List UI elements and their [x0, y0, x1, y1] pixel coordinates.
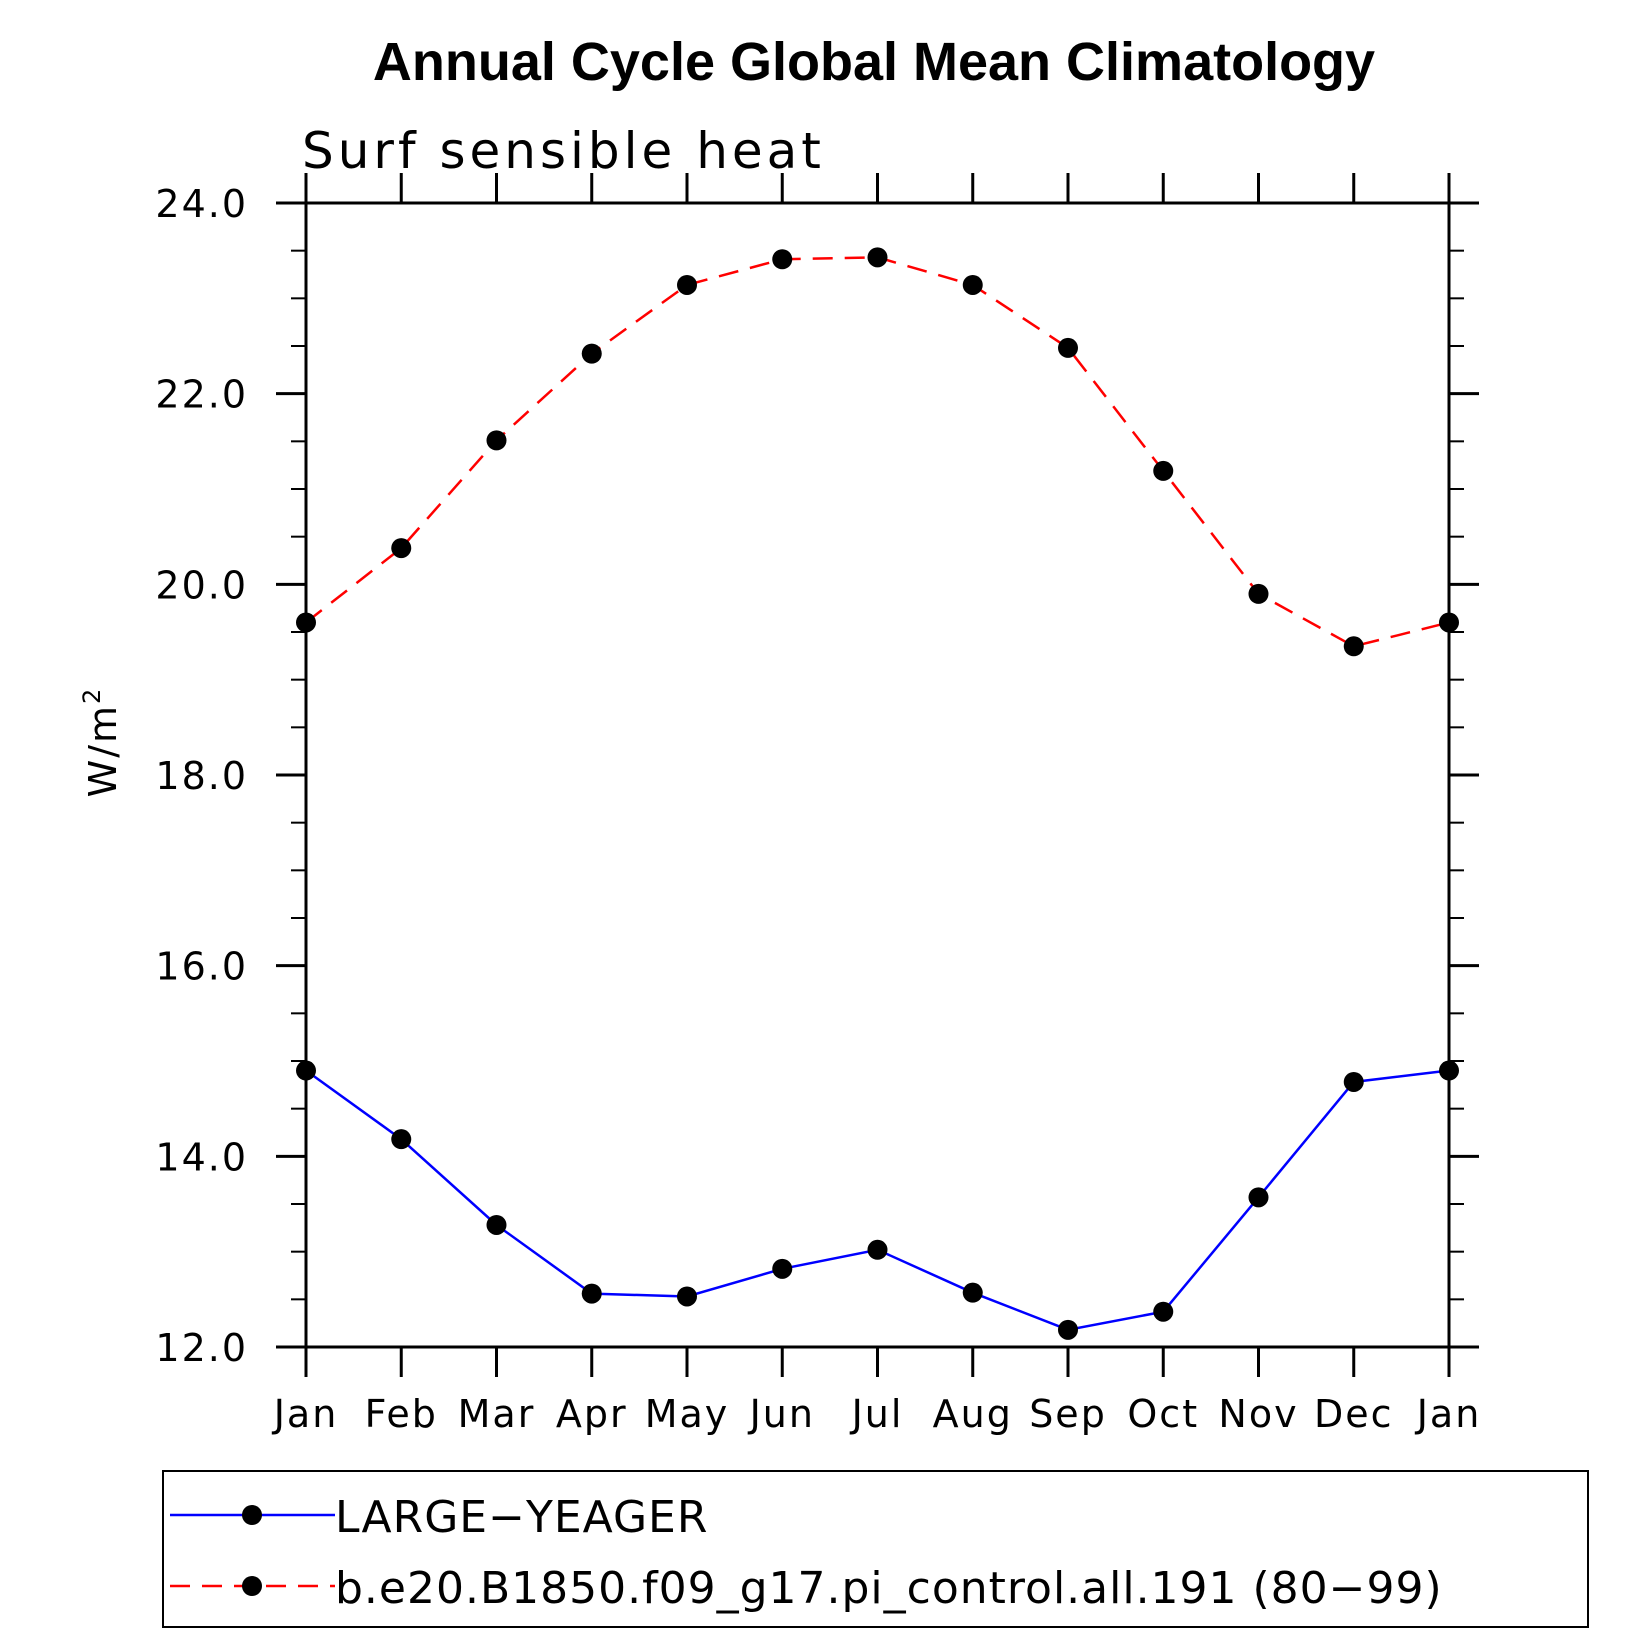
y-tick-label: 14.0	[155, 1135, 248, 1179]
y-tick-label: 16.0	[155, 945, 248, 989]
series-1-point	[1153, 460, 1174, 481]
y-axis-ticks: 12.0 14.0 16.0 18.0 20.0 22.0 24.0	[155, 182, 1479, 1370]
x-tick-label: Jul	[850, 1392, 904, 1436]
series-layer	[296, 247, 1459, 1340]
x-tick-label: Sep	[1029, 1392, 1107, 1436]
series-0-point	[1058, 1319, 1078, 1340]
legend: LARGE−YEAGER b.e20.B1850.f09_g17.pi_cont…	[162, 1470, 1589, 1628]
series-0-point	[677, 1286, 697, 1307]
series-0-point	[772, 1258, 793, 1279]
x-tick-label: Aug	[933, 1392, 1013, 1436]
y-tick-label: 24.0	[155, 182, 248, 226]
legend-marker-large-yeager	[242, 1505, 262, 1525]
series-1-point	[581, 343, 602, 364]
y-axis-label-text: W/m	[81, 704, 125, 797]
x-tick-label: Jan	[1415, 1392, 1482, 1436]
series-1-point	[772, 249, 793, 270]
x-tick-label: Mar	[458, 1392, 536, 1436]
x-tick-label: Jun	[748, 1392, 815, 1436]
series-1-point	[1058, 337, 1078, 358]
y-axis-label: W/m2	[78, 687, 125, 798]
series-0-point	[391, 1129, 412, 1150]
series-line-0	[305, 1069, 1450, 1332]
x-tick-label: Feb	[365, 1392, 438, 1436]
chart-subtitle: Surf sensible heat	[302, 122, 825, 180]
x-tick-label: May	[645, 1392, 730, 1436]
y-tick-label: 20.0	[155, 563, 248, 607]
series-0-point	[867, 1239, 888, 1260]
series-0-point	[962, 1282, 983, 1303]
series-0-point	[486, 1214, 507, 1235]
x-tick-label: Oct	[1127, 1392, 1199, 1436]
series-1-point	[296, 612, 316, 633]
legend-marker-pi-control	[242, 1576, 262, 1596]
x-tick-label: Nov	[1218, 1392, 1298, 1436]
chart-title: Annual Cycle Global Mean Climatology	[373, 32, 1375, 92]
x-tick-label: Apr	[556, 1392, 628, 1436]
series-0-point	[1153, 1301, 1174, 1322]
legend-box	[162, 1470, 1589, 1628]
series-1-point	[677, 274, 697, 295]
series-1-point	[486, 430, 507, 451]
series-0-point	[1343, 1071, 1364, 1092]
y-tick-label: 18.0	[155, 754, 248, 798]
series-1-point	[391, 538, 412, 559]
series-0-point	[1439, 1060, 1459, 1081]
series-1-point	[1343, 636, 1364, 657]
x-axis-ticks: Jan Feb Mar Apr May Jun Jul Aug Sep Oct Nov Dec Jan	[272, 173, 1482, 1436]
svg-text:W/m2: W/m2	[78, 687, 125, 798]
y-tick-label: 22.0	[155, 373, 248, 417]
series-0-point	[581, 1283, 602, 1304]
series-1-point	[1439, 612, 1459, 633]
series-1-point	[1248, 583, 1269, 604]
series-0-point	[1248, 1187, 1269, 1208]
series-line-1	[305, 256, 1450, 648]
series-1-point	[962, 274, 983, 295]
y-tick-label: 12.0	[155, 1326, 248, 1370]
y-axis-label-superscript: 2	[78, 687, 106, 704]
legend-label-pi-control: b.e20.B1850.f09_g17.pi_control.all.191 (…	[335, 1563, 1443, 1614]
series-0-point	[296, 1060, 316, 1081]
series-1-point	[867, 247, 888, 268]
x-tick-label: Jan	[272, 1392, 339, 1436]
x-tick-label: Dec	[1314, 1392, 1394, 1436]
legend-label-large-yeager: LARGE−YEAGER	[335, 1492, 708, 1543]
